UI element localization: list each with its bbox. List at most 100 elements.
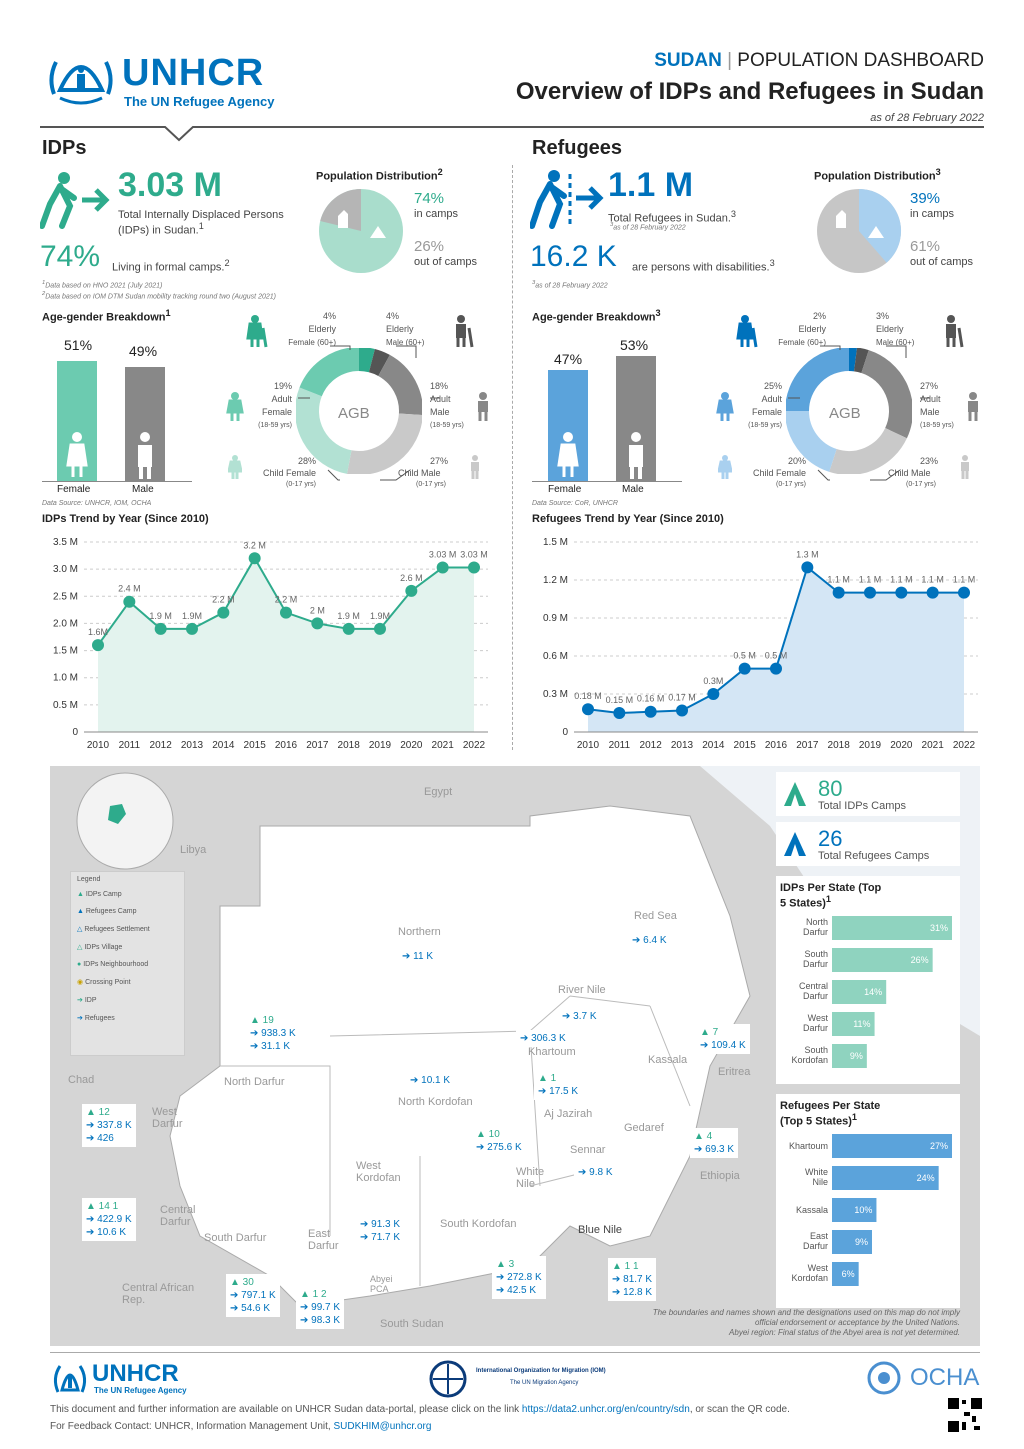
data-point	[738, 662, 751, 675]
callout-idp-value: ➔ 109.4 K	[700, 1040, 746, 1051]
x-tick-label: 2018	[828, 740, 851, 751]
idps-in-camps-label: in camps	[414, 208, 459, 220]
idps-total-label: Total Internally Displaced Persons (IDPs…	[118, 209, 288, 237]
state-value-label: 9%	[850, 1051, 863, 1061]
refugees-camps-box: 26 Total Refugees Camps	[776, 822, 960, 866]
idps-trend-title: IDPs Trend by Year (Since 2010)	[42, 513, 209, 525]
data-label: 1.9M	[370, 611, 390, 621]
footer-divider	[50, 1352, 980, 1353]
location-pin-icon: ●	[77, 961, 84, 968]
refugee-camp-icon: ▲	[77, 908, 86, 915]
data-label: 0.5 M	[765, 651, 788, 661]
idps-footnote-2: 2Data based on IOM DTM Sudan mobility tr…	[42, 291, 276, 300]
refugees-male-bar	[616, 356, 656, 481]
data-point	[707, 688, 720, 700]
data-label: 1.9 M	[337, 611, 360, 621]
data-label: 2.4 M	[118, 584, 141, 594]
data-portal-link[interactable]: https://data2.unhcr.org/en/country/sdn	[521, 1404, 690, 1415]
state-bar	[832, 1043, 867, 1068]
refugees-donut-segment-3	[829, 427, 907, 474]
data-point	[801, 561, 814, 574]
map-callout: ➔ 6.4 K	[628, 932, 671, 949]
idp-seg-child-female: 28% Child Female (0-17 yrs)	[244, 455, 316, 491]
state-south-kordofan: South Kordofan	[440, 1218, 517, 1230]
y-tick-label: 0.9 M	[543, 613, 568, 624]
map-callout: ▲ 14 1 ➔ 422.9 K ➔ 10.6 K	[82, 1198, 136, 1241]
map-callout: ▲ 1 2 ➔ 99.7 K ➔ 98.3 K	[296, 1286, 345, 1329]
ref-seg3-l2: (0-17 yrs)	[906, 481, 936, 488]
callout-idp-value: ➔ 17.5 K	[538, 1086, 579, 1097]
data-label: 0.18 M	[574, 691, 602, 701]
idp-seg4-l2: (0-17 yrs)	[286, 481, 316, 488]
footer-line1-post: , or scan the QR code.	[689, 1404, 790, 1415]
idp-seg1-pct: 4%	[386, 311, 400, 321]
idps-male-pct: 49%	[129, 343, 158, 359]
idps-agb-label: AGB	[338, 405, 370, 422]
x-tick-label: 2022	[463, 740, 486, 751]
idps-donut-segment-5	[299, 348, 360, 397]
x-tick-label: 2021	[922, 740, 945, 751]
state-bar	[832, 1229, 872, 1254]
refugees-total-label: Total Refugees in Sudan.3	[608, 209, 808, 225]
data-label: 2 M	[310, 605, 325, 615]
trend-area	[98, 558, 474, 732]
header-right: SUDAN | POPULATION DASHBOARD Overview of…	[464, 50, 984, 124]
idp-child-male-icon	[471, 455, 479, 479]
state-value-label: 6%	[842, 1269, 855, 1279]
map-callout: ➔ 9.8 K	[574, 1164, 617, 1181]
qr-code-icon[interactable]	[946, 1396, 984, 1434]
refugee-elderly-female-icon	[736, 315, 758, 348]
callout-refugee-value: ➔ 426	[86, 1133, 114, 1144]
header-divider	[40, 126, 984, 128]
x-tick-label: 2010	[577, 740, 600, 751]
ref-seg-child-female: 20% Child Female (0-17 yrs)	[734, 455, 806, 491]
region-abyei: Abyei PCA	[370, 1274, 393, 1294]
legend-item-6-label: IDP	[84, 997, 97, 1004]
data-label: 1.1 M	[953, 575, 976, 585]
refugee-runner-icon	[530, 170, 604, 229]
idps-source: Data Source: UNHCR, IOM, OCHA	[42, 500, 152, 507]
y-tick-label: 0	[562, 727, 568, 738]
state-label: South	[804, 949, 828, 959]
ref-seg2-pct: 27%	[920, 381, 939, 391]
refugees-source: Data Source: CoR, UNHCR	[532, 500, 618, 507]
dashboard-name: POPULATION DASHBOARD	[737, 50, 984, 71]
map-callout: ➔ 10.1 K	[406, 1072, 455, 1089]
refugees-camps-label: Total Refugees Camps	[818, 850, 930, 862]
idps-total-sup: 1	[198, 221, 204, 231]
x-tick-label: 2018	[338, 740, 361, 751]
state-west-darfur: West Darfur	[152, 1106, 183, 1130]
map-callout: ▲ 4 ➔ 69.3 K	[690, 1128, 739, 1158]
globe-sudan-highlight	[108, 804, 126, 824]
idps-male-bar	[125, 367, 165, 481]
refugees-female-bar	[548, 370, 588, 481]
map-callout: ▲ 3 ➔ 272.8 K ➔ 42.5 K	[492, 1256, 546, 1299]
feedback-email-link[interactable]: SUDKHIM@unhcr.org	[333, 1421, 432, 1432]
callout-refugee-value: ➔ 98.3 K	[300, 1315, 341, 1326]
data-point	[342, 622, 355, 635]
state-label: Kassala	[796, 1205, 828, 1215]
refugees-out-camps-pct: 61%	[910, 238, 941, 255]
data-point	[123, 595, 136, 608]
footer-line-1: This document and further information ar…	[50, 1404, 930, 1415]
data-label: 1.6M	[88, 627, 108, 637]
idp-seg1-l1: Elderly	[386, 324, 414, 334]
idps-fn2-num: 2	[42, 291, 46, 297]
refugees-per-state-sup: 1	[851, 1112, 858, 1122]
callout-refugee-value: ➔ 31.1 K	[250, 1041, 291, 1052]
data-point	[613, 707, 626, 719]
refugees-disability-value: 16.2 K	[530, 240, 617, 273]
ref-seg-elderly-male: 3% Elderly Male (60+)	[876, 310, 942, 349]
data-point	[958, 586, 970, 599]
idps-tent-icon	[370, 226, 386, 238]
refugees-female-label: Female	[548, 484, 582, 495]
state-bar	[832, 1011, 875, 1036]
refugee-child-male-icon	[961, 455, 969, 479]
state-value-label: 14%	[864, 987, 882, 997]
data-label: 3.03 M	[429, 550, 457, 560]
callout-camps: ▲ 1 1	[612, 1261, 639, 1272]
data-point	[186, 622, 198, 635]
state-bar	[832, 979, 887, 1004]
ref-seg5-pct: 25%	[763, 381, 782, 391]
x-tick-label: 2014	[702, 740, 725, 751]
